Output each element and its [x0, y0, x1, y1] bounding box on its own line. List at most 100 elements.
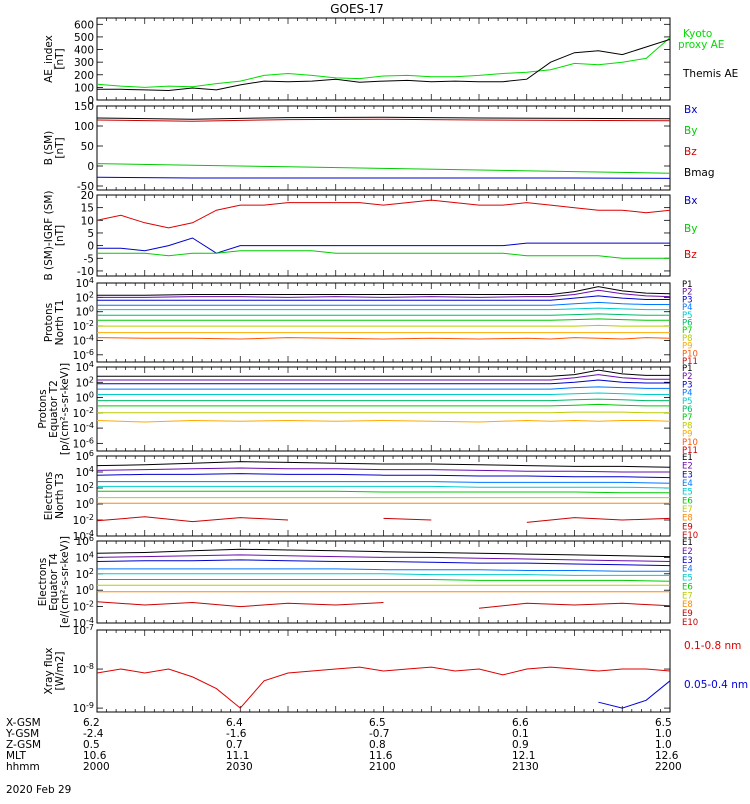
series-line-e9	[97, 601, 384, 608]
footer-value: 0.8	[369, 739, 386, 751]
series-line-e5	[97, 573, 670, 576]
legend-label: 0.05-0.4 nm	[684, 679, 748, 691]
y-tick-label: 100	[76, 305, 94, 319]
y-axis-label: AE_index	[43, 35, 55, 83]
series-line-themis-ae	[97, 38, 670, 92]
legend-label: P2	[682, 288, 693, 298]
footer-value: 6.5	[655, 717, 672, 729]
legend-label: Bx	[684, 104, 697, 116]
panel-frame	[96, 455, 671, 537]
legend-label: Bx	[684, 195, 697, 207]
footer-value: 2130	[512, 761, 539, 773]
series-line-e9	[97, 516, 289, 523]
legend-label: P2	[682, 372, 693, 382]
panel-frame	[96, 194, 671, 277]
series-line-e6	[97, 579, 670, 582]
y-axis-label: [nT]	[54, 137, 66, 158]
legend-label: E5	[682, 574, 693, 584]
y-tick-label: 102	[76, 481, 94, 495]
series-line-e1	[97, 548, 670, 558]
legend-label: P5	[682, 397, 693, 407]
legend-label: E1	[682, 538, 693, 548]
footer-row-label: MLT	[6, 750, 26, 762]
y-tick-label: 10-2	[73, 319, 94, 333]
legend-label: E10	[682, 531, 698, 541]
legend-label: E1	[682, 453, 693, 463]
series-line-e9	[478, 602, 670, 609]
series-line-e6	[97, 490, 670, 494]
legend-label: By	[684, 223, 697, 235]
y-tick-label: 20	[81, 190, 94, 202]
y-tick-label: 50	[81, 141, 94, 153]
y-tick-label: 104	[76, 276, 94, 290]
footer-row-label: Z-GSM	[6, 739, 42, 751]
y-tick-label: 10-6	[73, 348, 94, 362]
legend-label: P10	[682, 438, 698, 448]
panel-8: 10-7 10-8 10-9 Xray flux [W/m2] 0.1-0.8 nm 0.0…	[43, 623, 748, 715]
legend-label: proxy AE	[678, 39, 724, 51]
y-tick-label: 0	[87, 161, 94, 173]
legend-label: Bmag	[684, 167, 715, 179]
legend-label: E4	[682, 479, 693, 489]
y-axis-label: B (SM)-IGRF (SM)	[43, 190, 55, 280]
y-tick-label: 5	[87, 228, 94, 240]
series-line-p1	[97, 286, 670, 296]
footer-value: 0.9	[512, 739, 529, 751]
series-line-p6	[97, 398, 670, 402]
y-axis-label: Equator T4	[48, 553, 60, 611]
series-line-kyoto-proxy-ae	[97, 37, 670, 88]
y-tick-label: 10-2	[73, 406, 94, 420]
legend-label: P3	[682, 295, 693, 305]
y-tick-label: 106	[76, 449, 94, 463]
y-tick-label: 106	[76, 534, 94, 548]
series-line-e4	[97, 481, 670, 484]
legend-label: P8	[682, 421, 693, 431]
footer-value: -2.4	[83, 728, 104, 740]
series-line-p9	[97, 419, 670, 423]
y-tick-label: 104	[76, 550, 94, 564]
legend-label: E2	[682, 547, 693, 557]
legend-label: P4	[682, 303, 693, 313]
y-tick-label: 500	[74, 32, 94, 44]
footer-value: 0.1	[512, 728, 529, 740]
legend-label: Bz	[684, 146, 697, 158]
legend-label: E9	[682, 609, 693, 619]
series-line-p4	[97, 301, 670, 306]
footer-value: 6.2	[83, 717, 100, 729]
y-tick-label: 300	[74, 57, 94, 69]
series-line-e2	[97, 467, 670, 473]
y-tick-label: 150	[74, 101, 94, 113]
footer-value: 10.6	[83, 750, 107, 762]
y-tick-label: 100	[76, 583, 94, 597]
legend-label: P4	[682, 389, 693, 399]
y-tick-label: 100	[74, 82, 94, 94]
footer-value: -0.7	[369, 728, 390, 740]
legend-label: P7	[682, 413, 693, 423]
series-line-e9	[526, 517, 670, 523]
series-line-p10	[97, 337, 670, 340]
y-axis-label: [p/(cm²-s-sr-keV)]	[59, 363, 71, 455]
y-tick-label: 0	[87, 95, 94, 107]
footer-value: 2200	[655, 761, 682, 773]
y-tick-label: 15	[81, 203, 94, 215]
legend-label: P11	[682, 357, 698, 367]
footer-value: 2100	[369, 761, 396, 773]
legend-label: E3	[682, 556, 693, 566]
y-tick-label: 10-4	[73, 333, 94, 347]
series-line-p5	[97, 392, 670, 395]
y-tick-label: 100	[76, 391, 94, 405]
y-axis-label: North T3	[54, 473, 66, 519]
series-line-bmag	[97, 116, 670, 120]
y-tick-label: 10-8	[73, 662, 94, 676]
series-line-0-05-0-4-nm	[598, 680, 670, 709]
y-axis-label: [e/(cm²-s-sr-keV)]	[59, 536, 71, 628]
legend-label: E6	[682, 496, 693, 506]
footer-row-label: X-GSM	[6, 717, 41, 729]
legend-label: P1	[682, 280, 693, 290]
y-tick-label: -5	[84, 253, 94, 265]
legend-label: E8	[682, 600, 693, 610]
legend-label: E3	[682, 470, 693, 480]
footer-value: 12.1	[512, 750, 536, 762]
series-line-bx	[97, 176, 670, 179]
